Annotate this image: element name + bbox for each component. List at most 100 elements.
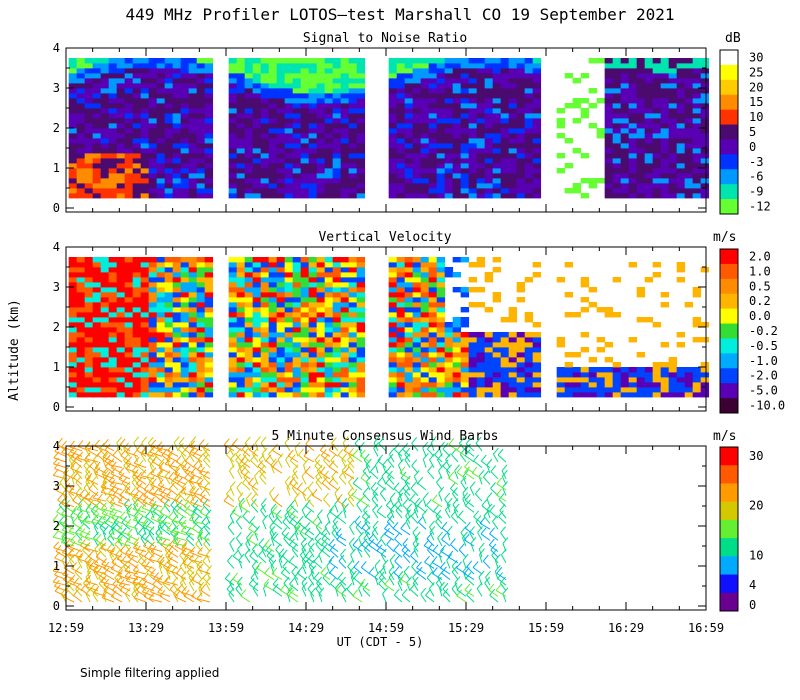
heat-cell bbox=[356, 153, 366, 159]
heat-cell bbox=[412, 83, 422, 89]
heat-cell bbox=[140, 307, 150, 313]
heat-cell bbox=[556, 342, 566, 348]
heat-cell bbox=[628, 387, 638, 393]
heat-cell bbox=[340, 103, 350, 109]
heat-cell bbox=[404, 287, 414, 293]
heat-cell bbox=[508, 387, 518, 393]
heat-cell bbox=[324, 387, 334, 393]
heat-cell bbox=[188, 73, 198, 79]
heat-cell bbox=[556, 372, 566, 378]
heat-cell bbox=[468, 392, 478, 398]
heat-cell bbox=[676, 178, 686, 184]
heat-cell bbox=[252, 367, 262, 373]
wind-barb bbox=[199, 511, 211, 519]
wind-barb bbox=[149, 464, 155, 474]
heat-cell bbox=[348, 123, 358, 129]
heat-cell bbox=[316, 68, 326, 74]
heat-cell bbox=[388, 58, 398, 64]
heat-cell bbox=[428, 83, 438, 89]
heat-cell bbox=[692, 128, 702, 134]
heat-cell bbox=[580, 382, 590, 388]
heat-cell bbox=[516, 193, 526, 199]
wind-barb-flag bbox=[265, 543, 272, 551]
heat-cell bbox=[404, 58, 414, 64]
heat-cell bbox=[108, 178, 118, 184]
heat-cell bbox=[436, 68, 446, 74]
heat-cell bbox=[652, 178, 662, 184]
heat-cell bbox=[340, 292, 350, 298]
heat-cell bbox=[412, 123, 422, 129]
y-tick-label: 3 bbox=[53, 81, 60, 95]
heat-cell bbox=[700, 68, 710, 74]
wind-barb-flag bbox=[166, 523, 173, 531]
heat-cell bbox=[76, 188, 86, 194]
heat-cell bbox=[228, 392, 238, 398]
heat-cell bbox=[164, 153, 174, 159]
heat-cell bbox=[180, 123, 190, 129]
heat-cell bbox=[260, 302, 270, 308]
wind-barb-flag bbox=[116, 553, 123, 560]
heat-cell bbox=[188, 133, 198, 139]
heat-cell bbox=[532, 382, 542, 388]
wind-barb-flag bbox=[268, 554, 275, 561]
heat-cell bbox=[396, 337, 406, 343]
heat-cell bbox=[68, 73, 78, 79]
heat-cell bbox=[684, 143, 694, 149]
heat-cell bbox=[236, 257, 246, 263]
heat-cell bbox=[172, 93, 182, 99]
wind-barb-flag bbox=[87, 444, 94, 451]
heat-cell bbox=[228, 277, 238, 283]
heat-cell bbox=[252, 153, 262, 159]
wind-barb-flag bbox=[132, 513, 139, 521]
wind-barb bbox=[169, 544, 179, 552]
heat-cell bbox=[468, 173, 478, 179]
heat-cell bbox=[100, 143, 110, 149]
heat-cell bbox=[132, 158, 142, 164]
heat-cell bbox=[628, 133, 638, 139]
heat-cell bbox=[388, 158, 398, 164]
heat-cell bbox=[348, 108, 358, 114]
wind-barb bbox=[250, 460, 259, 468]
heat-cell bbox=[276, 302, 286, 308]
heat-cell bbox=[204, 377, 214, 383]
heat-cell bbox=[300, 282, 310, 288]
heat-cell bbox=[348, 372, 358, 378]
heat-cell bbox=[428, 392, 438, 398]
heat-cell bbox=[204, 63, 214, 69]
heat-cell bbox=[292, 312, 302, 318]
heat-cell bbox=[124, 292, 134, 298]
heat-cell bbox=[228, 282, 238, 288]
heat-cell bbox=[348, 163, 358, 169]
heat-cell bbox=[124, 163, 134, 169]
heat-cell bbox=[68, 322, 78, 328]
heat-cell bbox=[188, 392, 198, 398]
heat-cell bbox=[428, 272, 438, 278]
wind-barb bbox=[166, 571, 171, 580]
heat-cell bbox=[644, 392, 654, 398]
heat-cell bbox=[292, 183, 302, 189]
heat-cell bbox=[452, 188, 462, 194]
heat-cell bbox=[572, 352, 582, 358]
heat-cell bbox=[308, 392, 318, 398]
heat-cell bbox=[116, 108, 126, 114]
heat-cell bbox=[244, 322, 254, 328]
heat-cell bbox=[68, 352, 78, 358]
heat-cell bbox=[436, 272, 446, 278]
heat-cell bbox=[100, 367, 110, 373]
heat-cell bbox=[124, 78, 134, 84]
heat-cell bbox=[684, 108, 694, 114]
heat-cell bbox=[292, 68, 302, 74]
heat-cell bbox=[116, 188, 126, 194]
heat-cell bbox=[204, 257, 214, 263]
heat-cell bbox=[636, 58, 646, 64]
heat-cell bbox=[244, 163, 254, 169]
heat-cell bbox=[324, 173, 334, 179]
heat-cell bbox=[604, 307, 614, 313]
wind-barb bbox=[158, 484, 171, 491]
wind-barb bbox=[272, 511, 283, 519]
heat-cell bbox=[268, 58, 278, 64]
heat-cell bbox=[268, 143, 278, 149]
heat-cell bbox=[476, 118, 486, 124]
heat-cell bbox=[132, 372, 142, 378]
heat-cell bbox=[76, 88, 86, 94]
